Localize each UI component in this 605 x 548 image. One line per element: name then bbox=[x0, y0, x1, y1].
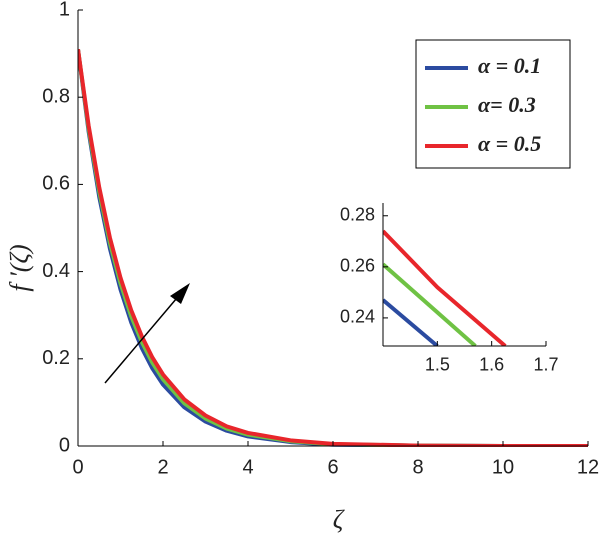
y-tick-label: 0.8 bbox=[42, 85, 70, 107]
y-tick-label: 0 bbox=[59, 434, 70, 456]
series-line bbox=[383, 262, 477, 346]
legend-label: α = 0.5 bbox=[478, 131, 541, 156]
y-tick-label: 0.28 bbox=[340, 205, 375, 225]
y-tick-label: 0.2 bbox=[42, 347, 70, 369]
main-plot: 0 2 4 6 8 10 12 0 0.2 0.4 0.6 0.8 1 bbox=[42, 0, 599, 478]
x-tick-label: 2 bbox=[157, 456, 168, 478]
series-line bbox=[383, 229, 507, 346]
y-tick-label: 0.26 bbox=[340, 256, 375, 276]
x-tick-label: 8 bbox=[412, 456, 423, 478]
x-tick-label: 0 bbox=[72, 456, 83, 478]
x-tick-label: 1.7 bbox=[533, 355, 558, 375]
series-line bbox=[383, 298, 439, 346]
y-tick-label: 0.4 bbox=[42, 260, 70, 282]
x-tick-label: 1.6 bbox=[479, 355, 504, 375]
x-tick-label: 1.5 bbox=[425, 355, 450, 375]
y-tick-label: 1 bbox=[59, 0, 70, 20]
x-axis-label: ζ bbox=[333, 505, 345, 534]
x-tick-label: 4 bbox=[242, 456, 253, 478]
arrow bbox=[104, 283, 190, 384]
legend-label: α= 0.3 bbox=[478, 92, 536, 117]
y-tick-label: 0.24 bbox=[340, 307, 375, 327]
x-tick-label: 12 bbox=[577, 456, 599, 478]
lines bbox=[383, 229, 507, 346]
legend-label: α = 0.1 bbox=[478, 53, 541, 78]
x-tick-label: 10 bbox=[492, 456, 514, 478]
y-axis-label: f ′(ζ) bbox=[5, 244, 34, 291]
lines bbox=[78, 48, 588, 447]
series-line bbox=[78, 48, 588, 447]
y-tick-label: 0.6 bbox=[42, 173, 70, 195]
x-tick-label: 6 bbox=[327, 456, 338, 478]
inset-plot: 1.5 1.6 1.7 0.24 0.26 0.28 bbox=[340, 203, 559, 375]
